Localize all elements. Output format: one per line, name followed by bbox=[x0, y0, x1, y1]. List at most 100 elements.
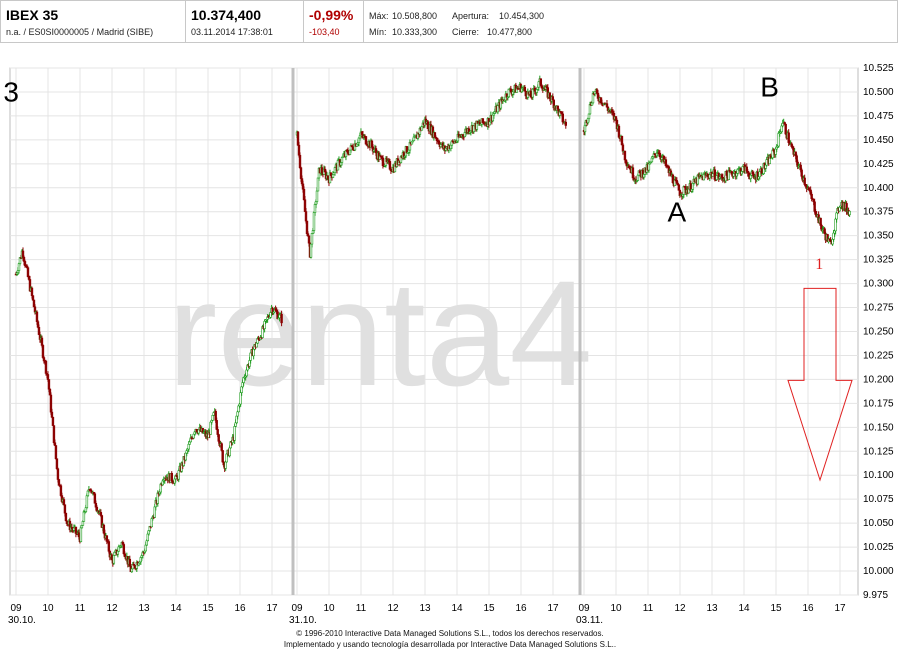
y-tick-label: 10.300 bbox=[863, 279, 894, 290]
x-tick-label: 11 bbox=[75, 603, 86, 614]
instrument-cell: IBEX 35 n.a. / ES0SI0000005 / Madrid (SI… bbox=[1, 1, 186, 42]
grid-lines bbox=[10, 67, 858, 596]
x-tick-label: 09 bbox=[291, 603, 303, 614]
candle-body bbox=[211, 414, 214, 421]
x-tick-label: 16 bbox=[515, 603, 527, 614]
candle-body bbox=[310, 233, 314, 245]
y-tick-label: 10.475 bbox=[863, 111, 894, 122]
annotations: 3aAB1 bbox=[3, 72, 853, 482]
candle-body bbox=[315, 190, 319, 202]
candle-body bbox=[116, 550, 120, 555]
candle-body bbox=[617, 125, 621, 138]
candle-body bbox=[765, 159, 768, 166]
candle-body bbox=[62, 499, 66, 506]
change-percent: -0,99% bbox=[309, 7, 354, 23]
y-tick-label: 10.125 bbox=[863, 446, 894, 457]
min-label: Mín: bbox=[369, 27, 387, 37]
y-tick-label: 10.425 bbox=[863, 159, 894, 170]
y-tick-label: 10.525 bbox=[863, 63, 894, 74]
session-separators bbox=[291, 68, 582, 595]
x-tick-label: 15 bbox=[483, 603, 495, 614]
max-label: Máx: bbox=[369, 11, 389, 21]
x-tick-label: 12 bbox=[674, 603, 686, 614]
y-tick-label: 10.050 bbox=[863, 518, 894, 529]
y-tick-label: 10.375 bbox=[863, 207, 894, 218]
min-value: 10.333,300 bbox=[392, 27, 438, 37]
candles bbox=[14, 75, 851, 573]
x-tick-label: 15 bbox=[202, 603, 214, 614]
candle-body bbox=[249, 352, 252, 361]
candle-body bbox=[800, 169, 803, 177]
x-tick-label: 10 bbox=[323, 603, 335, 614]
candle-body bbox=[647, 163, 651, 171]
candle-body bbox=[784, 123, 787, 135]
open-label: Apertura: bbox=[452, 11, 490, 21]
x-tick-label: 17 bbox=[547, 603, 559, 614]
copyright-line: © 1996-2010 Interactive Data Managed Sol… bbox=[296, 629, 604, 638]
y-tick-label: 10.175 bbox=[863, 398, 894, 409]
candle-body bbox=[79, 527, 83, 542]
candle-body bbox=[63, 504, 67, 514]
candle-body bbox=[564, 121, 568, 126]
open-value: 10.454,300 bbox=[499, 11, 545, 21]
x-date-label: 31.10. bbox=[289, 615, 317, 626]
x-tick-label: 11 bbox=[643, 603, 654, 614]
candle-body bbox=[228, 447, 231, 457]
x-tick-label: 10 bbox=[42, 603, 54, 614]
candle-body bbox=[85, 495, 89, 509]
y-tick-label: 9.975 bbox=[863, 590, 888, 601]
candle-body bbox=[170, 472, 173, 482]
wave-label: 3 bbox=[3, 77, 19, 108]
candle-body bbox=[760, 168, 763, 175]
candle-body bbox=[233, 426, 236, 441]
y-axis: 10.525 10.500 10.475 10.450 10.425 10.400 10.3… bbox=[863, 63, 894, 601]
x-tick-label: 12 bbox=[387, 603, 399, 614]
candle-body bbox=[621, 144, 625, 152]
implementation-line: Implementado y usando tecnología desarro… bbox=[283, 640, 617, 649]
wave-label: 1 bbox=[815, 256, 823, 273]
candle-body bbox=[80, 525, 84, 529]
y-tick-label: 10.350 bbox=[863, 231, 894, 242]
y-tick-label: 10.250 bbox=[863, 327, 894, 338]
candle-body bbox=[623, 150, 627, 161]
candle-body bbox=[523, 86, 527, 92]
candle-body bbox=[307, 235, 311, 244]
y-tick-label: 10.325 bbox=[863, 255, 894, 266]
candle-body bbox=[46, 374, 50, 380]
x-tick-label: 13 bbox=[138, 603, 150, 614]
y-tick-label: 10.100 bbox=[863, 470, 894, 481]
candle-body bbox=[220, 443, 223, 451]
x-tick-label: 14 bbox=[170, 603, 182, 614]
candle-body bbox=[44, 360, 48, 374]
price-datetime: 03.11.2014 17:38:01 bbox=[191, 27, 273, 37]
candle-body bbox=[556, 105, 560, 110]
candle-body bbox=[53, 442, 57, 446]
candle-body bbox=[51, 416, 55, 426]
x-tick-label: 15 bbox=[770, 603, 782, 614]
wave-label: B bbox=[760, 72, 779, 103]
candle-body bbox=[41, 345, 45, 358]
x-tick-label: 13 bbox=[706, 603, 718, 614]
y-tick-label: 10.075 bbox=[863, 494, 894, 505]
candle-body bbox=[187, 443, 190, 450]
max-value: 10.508,800 bbox=[392, 11, 438, 21]
y-tick-label: 10.275 bbox=[863, 303, 894, 314]
candle-body bbox=[803, 177, 806, 185]
x-tick-label: 17 bbox=[834, 603, 846, 614]
y-tick-label: 10.150 bbox=[863, 422, 894, 433]
x-tick-label: 12 bbox=[106, 603, 118, 614]
x-tick-label: 14 bbox=[738, 603, 750, 614]
x-date-label: 30.10. bbox=[8, 615, 36, 626]
candle-body bbox=[329, 172, 333, 176]
x-tick-label: 17 bbox=[266, 603, 278, 614]
candle-body bbox=[81, 521, 85, 526]
watermark: renta4 bbox=[167, 249, 592, 417]
candle-body bbox=[47, 379, 51, 390]
y-tick-label: 10.450 bbox=[863, 135, 894, 146]
wave-label: A bbox=[667, 196, 686, 227]
candle-body bbox=[31, 295, 35, 301]
x-tick-label: 10 bbox=[610, 603, 622, 614]
y-tick-label: 10.200 bbox=[863, 374, 894, 385]
y-tick-label: 10.400 bbox=[863, 183, 894, 194]
y-tick-label: 10.000 bbox=[863, 566, 894, 577]
